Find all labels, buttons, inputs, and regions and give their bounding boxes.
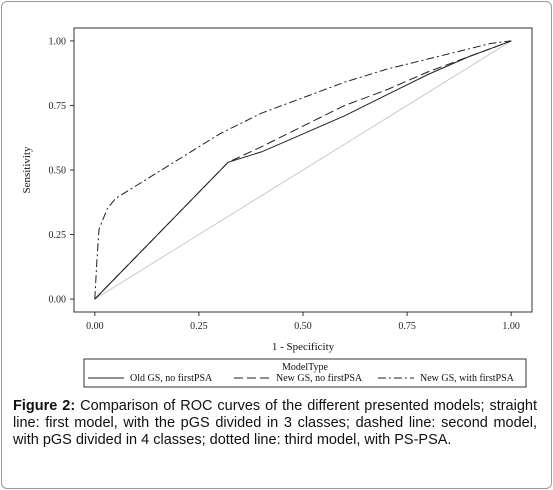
series-line-1 [94,40,512,300]
legend-label-2: New GS, no firstPSA [276,373,363,384]
y-axis-title: Sensitivity [21,146,33,194]
series-line-3 [94,40,512,300]
roc-chart: 0.00 0.25 0.50 0.75 1.00 0.00 0.25 0.50 0.75 1.00… [21,27,533,388]
reference-diagonal-line [94,40,512,300]
y-tick-label: 0.75 [49,101,67,112]
caption-text: Comparison of ROC curves of the differen… [13,398,538,448]
x-axis-title: 1 - Specificity [272,341,335,353]
series-line-2 [94,40,512,300]
x-tick-label: 0.25 [190,321,208,332]
y-tick-label: 1.00 [49,36,67,47]
y-tick-label: 0.25 [49,230,67,241]
x-tick-label: 0.00 [86,321,104,332]
x-tick-label: 0.50 [294,321,312,332]
x-tick-label: 0.75 [398,321,416,332]
legend-label-3: New GS, with firstPSA [420,373,515,384]
legend-label-1: Old GS, no firstPSA [130,373,213,384]
x-tick-label: 1.00 [502,321,520,332]
y-tick-label: 0.50 [49,166,67,177]
legend-box [83,358,527,388]
caption-label: Figure 2: [13,398,76,414]
figure-caption: Figure 2: Comparison of ROC curves of th… [13,398,537,449]
legend-title: ModelType [282,362,329,373]
y-tick-label: 0.00 [49,295,67,306]
